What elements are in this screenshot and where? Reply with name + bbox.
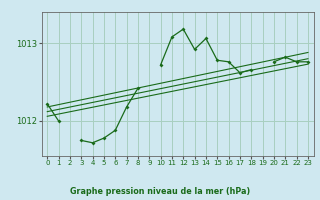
Text: Graphe pression niveau de la mer (hPa): Graphe pression niveau de la mer (hPa) <box>70 187 250 196</box>
